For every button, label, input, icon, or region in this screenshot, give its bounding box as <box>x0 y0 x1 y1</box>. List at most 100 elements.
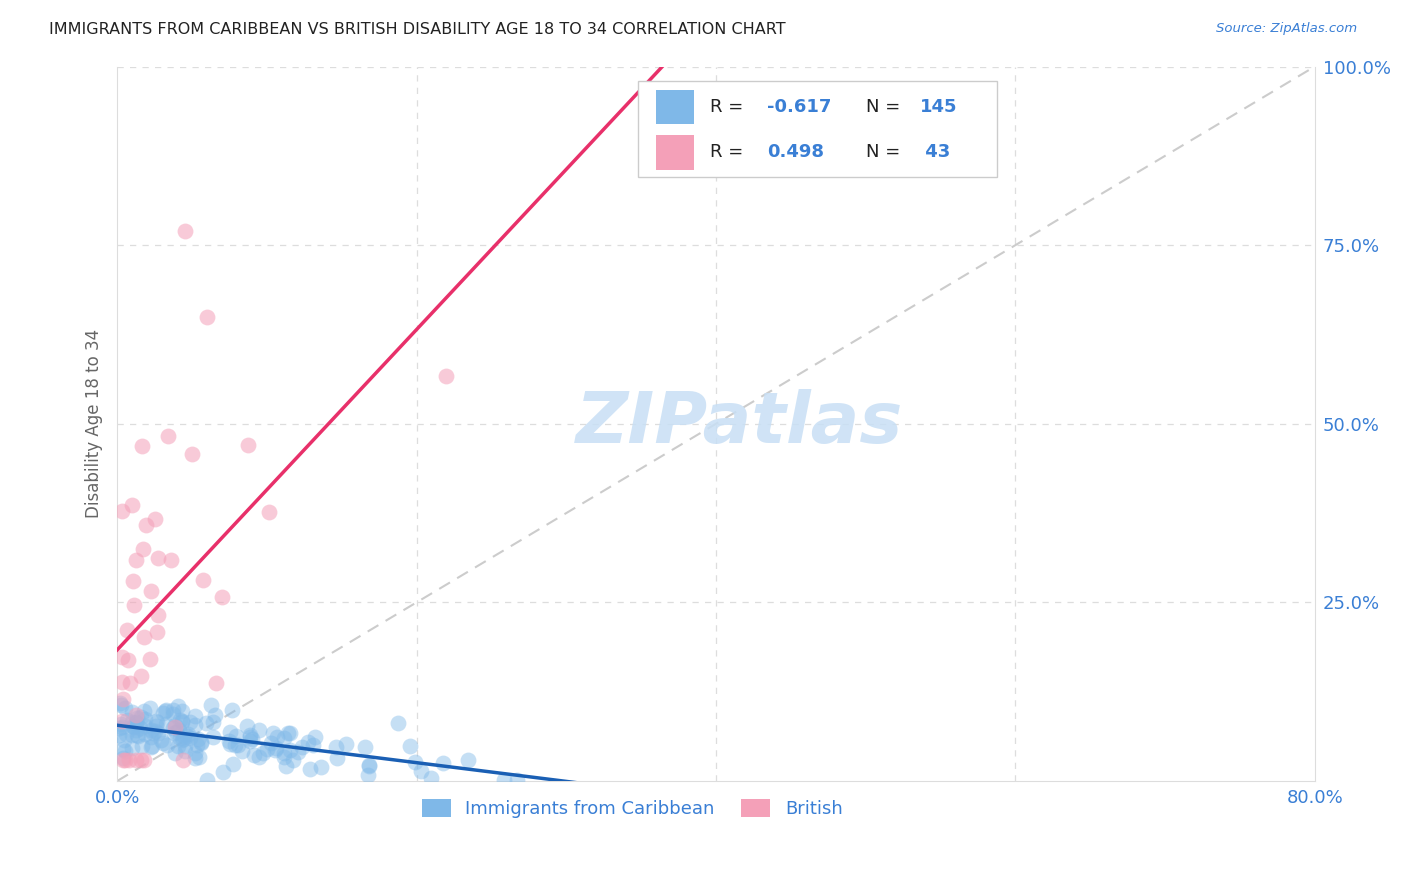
Point <box>117 653 139 667</box>
Point <box>242 748 264 763</box>
Point <box>247 749 270 764</box>
Point <box>131 739 153 753</box>
Point <box>218 724 240 739</box>
Point <box>211 590 233 604</box>
Point <box>135 518 157 533</box>
Point <box>193 574 215 588</box>
Point <box>146 551 169 566</box>
Point <box>273 750 295 764</box>
Point <box>238 730 260 744</box>
Point <box>111 650 134 665</box>
Point <box>225 729 247 743</box>
Point <box>221 703 243 717</box>
Point <box>118 753 141 767</box>
Point <box>170 714 193 728</box>
Point <box>309 760 332 774</box>
Bar <box>657 89 695 124</box>
Point <box>325 750 347 764</box>
Bar <box>657 135 695 169</box>
Point <box>143 723 166 738</box>
Point <box>139 701 162 715</box>
Point <box>200 698 222 712</box>
Point <box>143 512 166 526</box>
Text: 43: 43 <box>920 144 950 161</box>
Point <box>141 739 163 754</box>
Point <box>195 715 218 730</box>
Point <box>139 584 162 599</box>
Point <box>183 708 205 723</box>
Point <box>219 737 242 751</box>
Text: R =: R = <box>710 98 749 116</box>
Point <box>129 710 152 724</box>
Point <box>134 753 156 767</box>
Point <box>121 741 143 756</box>
Point <box>129 669 152 683</box>
Point <box>163 721 186 735</box>
Point <box>301 738 323 752</box>
Point <box>247 723 270 737</box>
Point <box>174 744 197 758</box>
Legend: Immigrants from Caribbean, British: Immigrants from Caribbean, British <box>415 792 849 826</box>
Point <box>114 727 136 741</box>
Point <box>297 734 319 748</box>
Point <box>110 716 132 731</box>
Point <box>125 728 148 742</box>
Point <box>162 703 184 717</box>
Text: 0.498: 0.498 <box>768 144 824 161</box>
Point <box>108 696 131 710</box>
Point <box>172 753 194 767</box>
Point <box>107 721 129 735</box>
Point <box>218 734 240 748</box>
Point <box>222 757 245 772</box>
Point <box>170 733 193 747</box>
Point <box>134 713 156 727</box>
Point <box>122 574 145 588</box>
Y-axis label: Disability Age 18 to 34: Disability Age 18 to 34 <box>86 329 103 518</box>
Text: N =: N = <box>866 144 905 161</box>
Point <box>420 771 443 785</box>
Point <box>256 742 278 756</box>
Point <box>139 730 162 744</box>
Point <box>162 707 184 722</box>
Point <box>139 739 162 754</box>
Point <box>176 729 198 743</box>
Point <box>211 764 233 779</box>
Point <box>335 737 357 751</box>
Point <box>111 504 134 518</box>
Point <box>112 753 135 767</box>
Point <box>122 598 145 612</box>
Point <box>129 721 152 735</box>
Point <box>145 714 167 729</box>
Point <box>494 773 516 788</box>
Point <box>277 726 299 740</box>
Point <box>172 731 194 746</box>
Point <box>357 768 380 782</box>
Point <box>287 745 309 759</box>
Text: ZIPatlas: ZIPatlas <box>576 389 904 458</box>
Point <box>169 713 191 727</box>
Point <box>357 759 380 773</box>
Point <box>134 727 156 741</box>
Point <box>187 731 209 746</box>
Text: R =: R = <box>710 144 749 161</box>
Point <box>112 692 135 706</box>
Point <box>457 754 479 768</box>
Point <box>274 759 297 773</box>
Point <box>273 746 295 760</box>
Point <box>291 740 314 755</box>
Point <box>184 717 207 731</box>
Point <box>110 698 132 712</box>
Point <box>132 704 155 718</box>
Point <box>110 720 132 734</box>
Point <box>125 553 148 567</box>
Point <box>177 727 200 741</box>
Point <box>152 736 174 750</box>
Point <box>167 739 190 754</box>
Point <box>264 743 287 757</box>
Point <box>187 749 209 764</box>
Point <box>166 699 188 714</box>
Point <box>262 725 284 739</box>
Point <box>195 773 218 788</box>
Point <box>107 728 129 742</box>
Point <box>239 734 262 748</box>
